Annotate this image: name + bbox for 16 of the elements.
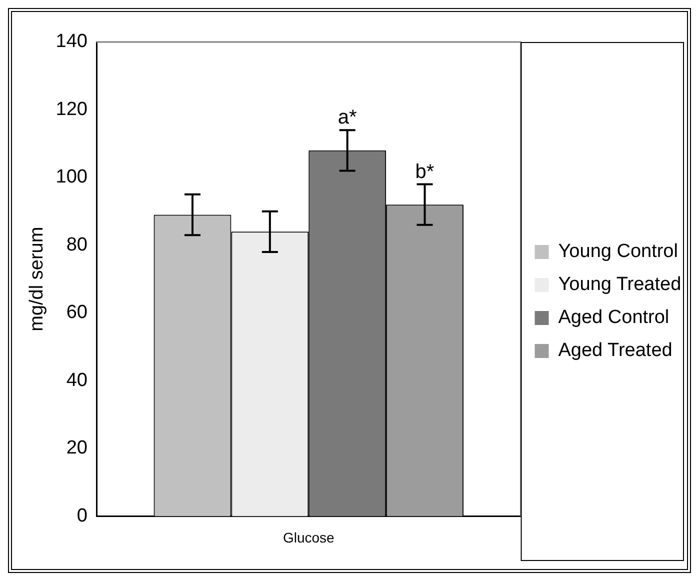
data-label: a* <box>338 106 358 129</box>
y-tick-label: 20 <box>66 438 88 459</box>
data-label: b* <box>415 160 434 183</box>
legend-label: Young Treated <box>558 274 682 296</box>
x-tick-label: Glucose <box>282 529 335 546</box>
y-tick-label: 80 <box>66 234 88 256</box>
y-tick-label: 0 <box>76 505 88 526</box>
y-tick-label: 60 <box>66 302 88 324</box>
legend-label: Aged Control <box>558 307 670 328</box>
legend-label: Aged Treated <box>558 340 672 362</box>
y-tick-label: 140 <box>56 31 88 52</box>
y-axis-title: mg/dl serum <box>26 226 48 332</box>
y-tick-label: 100 <box>56 166 88 188</box>
y-tick-label: 40 <box>66 370 88 391</box>
y-tick-label: 120 <box>56 98 88 120</box>
legend-label: Young Control <box>558 241 678 262</box>
